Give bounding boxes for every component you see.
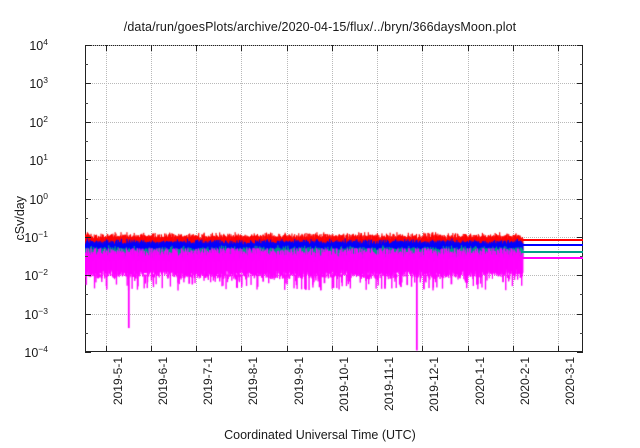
x-tick-label: 2019-7-1 bbox=[201, 357, 215, 406]
series-canvas bbox=[85, 45, 583, 352]
reference-line-blue-series bbox=[520, 243, 583, 246]
x-axis-tick bbox=[512, 45, 514, 51]
y-axis-tick bbox=[85, 121, 91, 123]
y-axis-tick bbox=[85, 352, 91, 353]
reference-line-magenta-series bbox=[520, 256, 583, 259]
x-axis-tick bbox=[105, 346, 107, 352]
plot-area bbox=[85, 45, 583, 353]
x-axis-tick bbox=[241, 45, 243, 51]
x-axis-tick bbox=[377, 45, 378, 51]
y-axis-minor-tick bbox=[580, 256, 583, 258]
y-tick-label: 10−3 bbox=[24, 305, 48, 322]
y-tick-label: 10−1 bbox=[24, 228, 48, 245]
y-tick-label: 102 bbox=[29, 113, 48, 130]
y-axis-minor-tick bbox=[85, 102, 88, 104]
y-axis-minor-tick bbox=[580, 102, 583, 104]
y-axis-minor-tick bbox=[85, 140, 88, 142]
x-axis-tick bbox=[150, 45, 152, 51]
y-axis-tick bbox=[85, 198, 91, 200]
x-axis-tick bbox=[512, 346, 514, 352]
x-axis-tick bbox=[558, 346, 559, 352]
x-axis-tick bbox=[467, 45, 469, 51]
y-axis-tick bbox=[85, 236, 91, 238]
y-axis-tick bbox=[577, 236, 583, 238]
y-axis-minor-tick bbox=[580, 294, 583, 296]
y-axis-tick bbox=[577, 83, 583, 85]
y-axis-minor-tick bbox=[580, 140, 583, 142]
y-axis-tick bbox=[577, 45, 583, 46]
y-axis-minor-tick bbox=[85, 179, 88, 181]
x-tick-label: 2019-12-1 bbox=[427, 357, 442, 412]
y-tick-label: 100 bbox=[29, 190, 48, 207]
x-axis-tick bbox=[196, 346, 197, 352]
page-title: /data/run/goesPlots/archive/2020-04-15/f… bbox=[123, 20, 517, 34]
x-tick-label: 2019-6-1 bbox=[155, 357, 170, 406]
y-tick-label: 104 bbox=[29, 36, 48, 54]
y-axis-tick bbox=[85, 83, 91, 85]
y-axis-minor-tick bbox=[85, 64, 88, 66]
y-axis-tick bbox=[577, 121, 583, 123]
x-tick-label: 2019-5-1 bbox=[110, 357, 125, 406]
reference-line-red-series bbox=[520, 238, 583, 241]
x-axis-tick bbox=[241, 346, 243, 352]
y-axis-minor-tick bbox=[580, 217, 583, 219]
reference-line-green-series bbox=[520, 250, 583, 253]
y-axis-tick bbox=[577, 313, 583, 315]
y-axis-tick bbox=[85, 160, 91, 162]
y-tick-label: 103 bbox=[29, 75, 48, 92]
x-tick-label: 2019-8-1 bbox=[246, 357, 261, 406]
y-tick-label: 101 bbox=[29, 152, 48, 169]
x-axis-tick bbox=[558, 45, 559, 51]
y-axis-tick bbox=[85, 45, 91, 46]
y-axis-minor-tick bbox=[580, 179, 583, 181]
y-axis-tick bbox=[85, 313, 91, 315]
x-tick-label: 2020-1-1 bbox=[472, 357, 487, 406]
x-tick-label: 2019-11-1 bbox=[382, 357, 396, 411]
y-axis-minor-tick bbox=[85, 217, 88, 219]
y-axis-minor-tick bbox=[85, 332, 88, 334]
y-axis-minor-tick bbox=[580, 332, 583, 334]
x-axis-tick bbox=[467, 346, 469, 352]
x-axis-tick bbox=[286, 45, 288, 51]
y-axis-minor-tick bbox=[580, 64, 583, 66]
y-axis-tick bbox=[577, 160, 583, 162]
x-axis-tick bbox=[105, 45, 107, 51]
y-axis-tick bbox=[577, 198, 583, 200]
y-axis-minor-tick bbox=[85, 294, 88, 296]
x-axis-tick bbox=[331, 45, 333, 51]
x-axis-tick bbox=[286, 346, 288, 352]
x-axis-tick bbox=[377, 346, 378, 352]
x-axis-tick bbox=[331, 346, 333, 352]
x-tick-label: 2019-10-1 bbox=[336, 357, 351, 412]
y-axis-minor-tick bbox=[85, 256, 88, 258]
y-axis-tick bbox=[85, 275, 91, 277]
x-axis-tick bbox=[422, 346, 424, 352]
x-tick-label: 2019-9-1 bbox=[291, 357, 306, 406]
y-axis-tick bbox=[577, 275, 583, 277]
x-tick-label: 2020-3-1 bbox=[563, 357, 577, 406]
x-axis-tick bbox=[196, 45, 197, 51]
x-axis-tick bbox=[422, 45, 424, 51]
y-tick-label: 10−4 bbox=[24, 343, 48, 361]
x-axis-title: Coordinated Universal Time (UTC) bbox=[224, 428, 416, 442]
x-axis-tick bbox=[150, 346, 152, 352]
x-tick-label: 2020-2-1 bbox=[517, 357, 532, 406]
y-axis-tick bbox=[577, 352, 583, 353]
y-tick-label: 10−2 bbox=[24, 267, 48, 284]
